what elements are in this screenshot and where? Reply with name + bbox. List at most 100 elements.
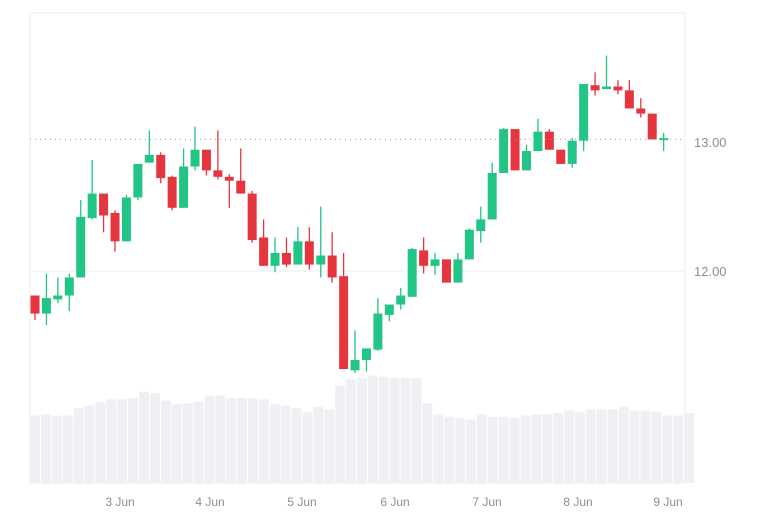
candle — [373, 298, 383, 351]
volume-bar — [498, 416, 509, 483]
volume-bar — [389, 378, 400, 483]
candle-body — [167, 176, 177, 208]
candle — [41, 273, 51, 326]
volume-bar — [51, 415, 62, 483]
candle — [590, 72, 600, 96]
candle-body — [30, 295, 40, 314]
candle — [350, 330, 360, 373]
candle-body — [602, 86, 611, 90]
volume-bar — [215, 395, 226, 483]
volume-bar — [106, 399, 117, 483]
candle-body — [384, 304, 394, 315]
candle-body — [647, 113, 657, 140]
candle-body — [533, 131, 543, 152]
candle-body — [99, 193, 109, 216]
volume-bar — [476, 414, 487, 483]
volume-bar — [117, 399, 128, 483]
volume-bar — [422, 403, 433, 483]
y-tick-label: 13.00 — [694, 135, 727, 150]
candle — [579, 83, 589, 152]
candle-body — [327, 255, 337, 278]
candle — [167, 175, 177, 211]
candle — [190, 126, 200, 171]
candle — [53, 277, 63, 304]
volume-bar — [466, 419, 476, 483]
volume-bar — [258, 399, 269, 483]
candle — [76, 200, 86, 278]
candle-body — [636, 108, 646, 114]
candle-body — [499, 129, 509, 173]
candle — [30, 295, 40, 321]
volume-bar — [182, 403, 193, 483]
candle — [659, 132, 669, 152]
volume-bar — [531, 414, 542, 483]
candle — [213, 130, 223, 180]
candle-body — [453, 259, 463, 283]
volume-bar — [367, 375, 378, 483]
candle-body — [316, 255, 326, 265]
candle — [281, 237, 291, 268]
candle-body — [121, 197, 131, 242]
volume-bar — [400, 378, 411, 483]
volume-bar — [237, 398, 248, 483]
candle — [567, 138, 577, 168]
volume-bar — [487, 416, 498, 483]
volume-bar — [509, 418, 520, 483]
candle — [99, 193, 109, 233]
candle — [602, 55, 611, 90]
candle-body — [259, 237, 269, 266]
candle-body — [179, 166, 189, 208]
candle-body — [247, 193, 257, 241]
volume-bar — [629, 410, 640, 483]
volume-bar — [248, 398, 258, 483]
candle — [87, 160, 97, 220]
candle-body — [304, 241, 314, 265]
x-tick-label: 5 Jun — [287, 495, 316, 509]
candle — [464, 228, 474, 260]
candle-body — [419, 250, 429, 266]
candle — [316, 206, 326, 278]
volume-bar — [291, 408, 302, 483]
candle — [533, 118, 543, 152]
candle — [156, 152, 166, 184]
candle-body — [156, 154, 166, 179]
candle — [613, 80, 623, 95]
candle — [64, 273, 74, 311]
volume-bar — [95, 401, 106, 483]
x-axis: 3 Jun 4 Jun 5 Jun 6 Jun 7 Jun 8 Jun 9 Jun — [105, 495, 682, 509]
volume-bar — [596, 409, 607, 483]
volume-bar — [280, 405, 291, 483]
volume-bar — [62, 415, 73, 483]
x-tick-label: 8 Jun — [563, 495, 592, 509]
volume-bar — [357, 378, 367, 483]
candle — [133, 163, 143, 201]
volume-bar — [269, 404, 280, 483]
candle-body — [624, 90, 634, 109]
volume-bar — [226, 398, 237, 483]
candle — [270, 237, 280, 273]
volume-bar — [204, 395, 215, 483]
candle-body — [373, 313, 383, 350]
candle — [304, 227, 314, 270]
candle — [396, 287, 406, 310]
volume-bar — [542, 414, 553, 483]
candle-body — [567, 140, 577, 164]
candle-body — [487, 172, 497, 220]
volume-bar — [73, 408, 84, 483]
candle — [236, 148, 246, 194]
candle — [521, 144, 531, 171]
candle-body — [76, 216, 86, 278]
candle — [544, 129, 554, 150]
candle — [327, 232, 337, 283]
volume-bar — [313, 406, 324, 483]
volume-bar — [139, 391, 149, 483]
candle — [201, 149, 211, 176]
candle-body — [613, 86, 623, 91]
candle-body — [510, 129, 520, 171]
candle-body — [133, 163, 143, 198]
candle-body — [339, 276, 349, 370]
candle — [636, 98, 646, 118]
candles — [30, 55, 669, 373]
candle-body — [293, 241, 303, 265]
candle-body — [350, 360, 360, 371]
